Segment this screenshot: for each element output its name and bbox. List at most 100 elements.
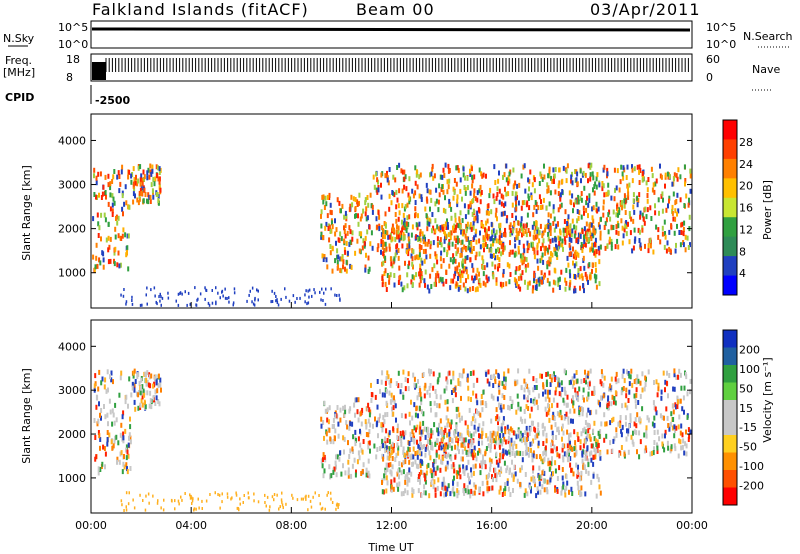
- echo-cell: [685, 193, 688, 199]
- echo-cell: [453, 178, 456, 183]
- echo-cell: [360, 447, 363, 453]
- echo-cell: [513, 222, 516, 228]
- echo-cell: [558, 276, 561, 282]
- echo-cell: [230, 497, 232, 501]
- echo-cell: [498, 458, 501, 464]
- echo-cell: [355, 437, 357, 443]
- echo-cell: [382, 456, 385, 462]
- echo-cell: [141, 402, 144, 408]
- echo-cell: [519, 433, 521, 439]
- colorbar-swatch: [723, 382, 737, 401]
- echo-cell: [487, 203, 490, 209]
- echo-cell: [391, 456, 394, 461]
- echo-cell: [584, 449, 587, 455]
- echo-cell: [468, 407, 471, 413]
- echo-cell: [157, 200, 160, 206]
- echo-cell: [360, 421, 363, 427]
- echo-cell: [127, 453, 130, 459]
- echo-cell: [463, 490, 466, 496]
- echo-cell: [527, 446, 530, 452]
- echo-cell: [408, 199, 411, 205]
- echo-cell: [624, 421, 627, 427]
- echo-cell: [385, 428, 388, 434]
- echo-cell: [459, 253, 462, 258]
- echo-cell: [429, 206, 431, 212]
- echo-cell: [591, 390, 594, 396]
- echo-cell: [423, 258, 426, 264]
- echo-cell: [381, 370, 384, 376]
- echo-cell: [602, 199, 605, 205]
- echo-cell: [482, 491, 485, 497]
- echo-cell: [668, 195, 671, 201]
- echo-cell: [590, 443, 593, 449]
- echo-cell: [679, 439, 682, 445]
- echo-cell: [554, 468, 557, 474]
- echo-cell: [589, 230, 592, 236]
- echo-cell: [548, 417, 551, 423]
- echo-cell: [428, 450, 431, 456]
- echo-cell: [506, 262, 509, 268]
- echo-cell: [385, 445, 388, 451]
- echo-cell: [376, 177, 379, 183]
- echo-cell: [194, 286, 196, 290]
- echo-cell: [448, 198, 451, 204]
- echo-cell: [158, 176, 161, 182]
- echo-cell: [345, 213, 348, 219]
- echo-cell: [689, 242, 691, 248]
- echo-cell: [545, 205, 548, 211]
- echo-cell: [454, 217, 457, 223]
- echo-cell: [631, 164, 633, 170]
- echo-cell: [359, 428, 361, 434]
- echo-cell: [451, 438, 454, 444]
- echo-cell: [454, 392, 457, 398]
- echo-cell: [664, 183, 666, 189]
- echo-cell: [562, 397, 565, 403]
- echo-cell: [587, 462, 590, 468]
- echo-cell: [628, 211, 631, 216]
- echo-cell: [631, 178, 634, 184]
- echo-cell: [590, 222, 593, 228]
- echo-cell: [553, 246, 556, 252]
- echo-cell: [140, 191, 143, 196]
- echo-cell: [433, 458, 436, 464]
- echo-cell: [389, 452, 392, 458]
- echo-cell: [472, 225, 475, 231]
- echo-cell: [365, 432, 368, 437]
- echo-cell: [424, 269, 427, 275]
- echo-cell: [627, 194, 630, 200]
- echo-cell: [572, 208, 574, 214]
- echo-cell: [474, 418, 477, 424]
- echo-cell: [525, 437, 528, 442]
- echo-cell: [547, 173, 550, 179]
- echo-cell: [382, 489, 385, 495]
- echo-cell: [367, 418, 370, 424]
- echo-cell: [460, 229, 463, 235]
- echo-cell: [389, 232, 392, 238]
- echo-cell: [324, 195, 327, 201]
- echo-cell: [579, 233, 582, 239]
- echo-cell: [364, 267, 367, 273]
- echo-cell: [471, 174, 474, 180]
- echo-cell: [368, 266, 371, 272]
- echo-cell: [674, 428, 676, 433]
- echo-cell: [546, 260, 549, 266]
- echo-cell: [570, 467, 573, 473]
- echo-cell: [422, 249, 425, 254]
- echo-cell: [446, 486, 449, 492]
- echo-cell: [575, 225, 578, 231]
- echo-cell: [320, 209, 323, 215]
- echo-cell: [431, 445, 434, 451]
- echo-cell: [509, 249, 512, 255]
- echo-cell: [419, 229, 422, 234]
- echo-cell: [527, 387, 530, 393]
- echo-cell: [565, 411, 568, 417]
- echo-cell: [146, 175, 149, 181]
- echo-cell: [336, 260, 339, 265]
- colorbar-swatch: [723, 139, 737, 160]
- echo-cell: [439, 418, 442, 424]
- echo-cell: [437, 207, 440, 213]
- echo-cell: [461, 258, 464, 264]
- echo-cell: [402, 391, 405, 397]
- echo-cell: [428, 189, 431, 195]
